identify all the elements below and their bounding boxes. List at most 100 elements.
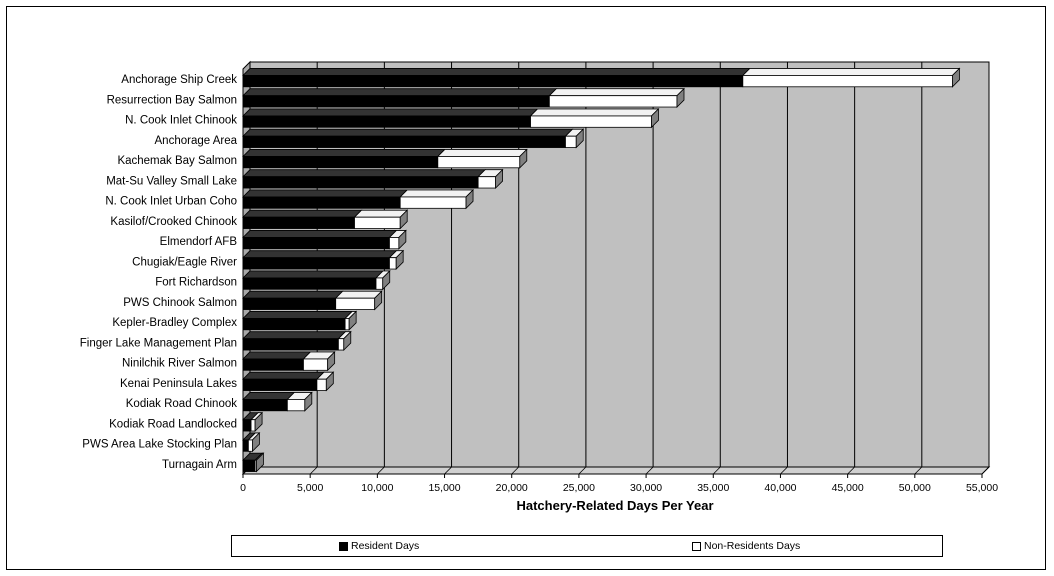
bar-end-face [399, 209, 408, 230]
bar-nonresident [353, 209, 409, 229]
bar-nonresident-front [399, 196, 467, 209]
bar-resident-front [242, 378, 318, 391]
bar-resident-front [242, 257, 390, 270]
bar-end-face [382, 269, 391, 291]
x-tick-labels: 0 5,000 10,000 15,000 20,000 25,000 30,000 35,0… [240, 473, 998, 494]
category-label: Resurrection Bay Salmon [107, 94, 237, 106]
category-label: Turnagain Arm [162, 459, 237, 471]
bar-resident-top [242, 392, 296, 400]
x-tick-label: 50,000 [899, 482, 931, 494]
bar-nonresident-front [742, 75, 953, 88]
category-label: PWS Chinook Salmon [123, 297, 237, 309]
bar-nonresident-front [344, 318, 350, 331]
bar-resident-front [242, 419, 252, 432]
category-label: Anchorage Area [155, 135, 238, 147]
bar-resident-top [242, 68, 751, 76]
category-label: N. Cook Inlet Chinook [125, 115, 237, 127]
floor-gridline [578, 466, 587, 475]
bar-resident [242, 371, 325, 391]
x-tick-label: 40,000 [764, 482, 796, 494]
bar-nonresident-front [335, 297, 376, 310]
category-label: Kepler-Bradley Complex [112, 317, 237, 329]
legend-label-nonresident: Non-Residents Days [704, 540, 801, 552]
bar-resident [242, 270, 384, 290]
bar-end-face [465, 188, 474, 210]
bar-nonresident-top [334, 290, 383, 299]
bar-resident-top [242, 149, 446, 157]
bar-resident-front [242, 318, 346, 331]
bar-nonresident [436, 149, 528, 169]
legend-label-resident: Resident Days [351, 540, 420, 552]
bar-end-face [343, 330, 352, 352]
bar-resident-top [242, 371, 325, 380]
bar-nonresident-front [250, 419, 256, 432]
floor-gridline [309, 466, 318, 475]
bar-resident [242, 128, 574, 148]
bar-resident-top [242, 88, 558, 97]
bar-end-face [304, 391, 313, 412]
bar-nonresident-top [436, 149, 528, 157]
bar-resident-top [242, 209, 363, 218]
floor-gridline [847, 466, 855, 475]
bar-resident-top [242, 169, 487, 178]
bar-end-face [519, 148, 528, 169]
bar-resident [242, 189, 409, 209]
category-label: Elmendorf AFB [160, 236, 238, 248]
legend-item-resident: Resident Days [339, 540, 419, 552]
category-label: Anchorage Ship Creek [121, 74, 237, 86]
x-tick-label: 55,000 [966, 482, 998, 494]
bar-end-face [256, 452, 264, 473]
bar-resident-top [242, 189, 409, 198]
category-labels: Anchorage Ship Creek Resurrection Bay Sal… [80, 74, 238, 471]
floor-gridline [914, 466, 923, 475]
bar-resident [242, 230, 398, 250]
bar-resident-top [242, 250, 398, 259]
bar-resident-front [242, 196, 401, 209]
bar-end-face [395, 249, 404, 271]
floor-gridline [444, 466, 452, 475]
bar-resident [242, 250, 398, 270]
x-tick-label: 15,000 [428, 482, 460, 494]
bar-end-face [952, 67, 960, 88]
bar-nonresident-front [530, 115, 652, 128]
bar-end-face [374, 290, 383, 311]
bar-resident-front [242, 439, 249, 452]
bar-resident-front [242, 338, 339, 351]
bar-resident-top [242, 290, 344, 299]
bar-end-face [327, 350, 336, 372]
bar-nonresident [477, 169, 504, 189]
bar-nonresident [399, 189, 475, 209]
bar-resident [242, 290, 344, 310]
bar-end-face [348, 310, 357, 331]
x-tick-label: 20,000 [496, 482, 528, 494]
category-label: Ninilchik River Salmon [122, 358, 237, 370]
bar-end-face [325, 371, 334, 392]
x-tick-label: 0 [240, 482, 246, 494]
floor-gridline [712, 466, 721, 475]
bar-nonresident-front [548, 95, 678, 108]
bar-resident-top [242, 311, 354, 319]
category-label: Kachemak Bay Salmon [117, 155, 237, 167]
bar-nonresident-front [354, 216, 401, 229]
bar-resident-top [242, 128, 574, 137]
chart-frame: Anchorage Ship Creek Resurrection Bay Sal… [6, 6, 1046, 570]
floor-gridline [645, 466, 654, 475]
bar-resident [242, 209, 363, 229]
bar-nonresident-top [548, 88, 685, 97]
bar-nonresident [548, 88, 685, 108]
category-label: PWS Area Lake Stocking Plan [82, 439, 237, 451]
bar-nonresident-front [375, 277, 384, 290]
bar-resident-front [242, 459, 256, 472]
bar-nonresident-front [303, 358, 329, 371]
bar-nonresident-top [529, 108, 660, 117]
nonresident-swatch [692, 541, 701, 551]
bar-resident [242, 331, 347, 351]
x-axis-title: Hatchery-Related Days Per Year [516, 498, 713, 513]
floor-gridline [780, 466, 788, 475]
category-label: Fort Richardson [155, 277, 237, 289]
bar-chart: Anchorage Ship Creek Resurrection Bay Sal… [80, 60, 998, 513]
category-label: Kodiak Road Landlocked [109, 418, 237, 430]
bar-resident [242, 108, 539, 128]
bar-nonresident-front [437, 156, 521, 169]
floor [241, 466, 991, 475]
